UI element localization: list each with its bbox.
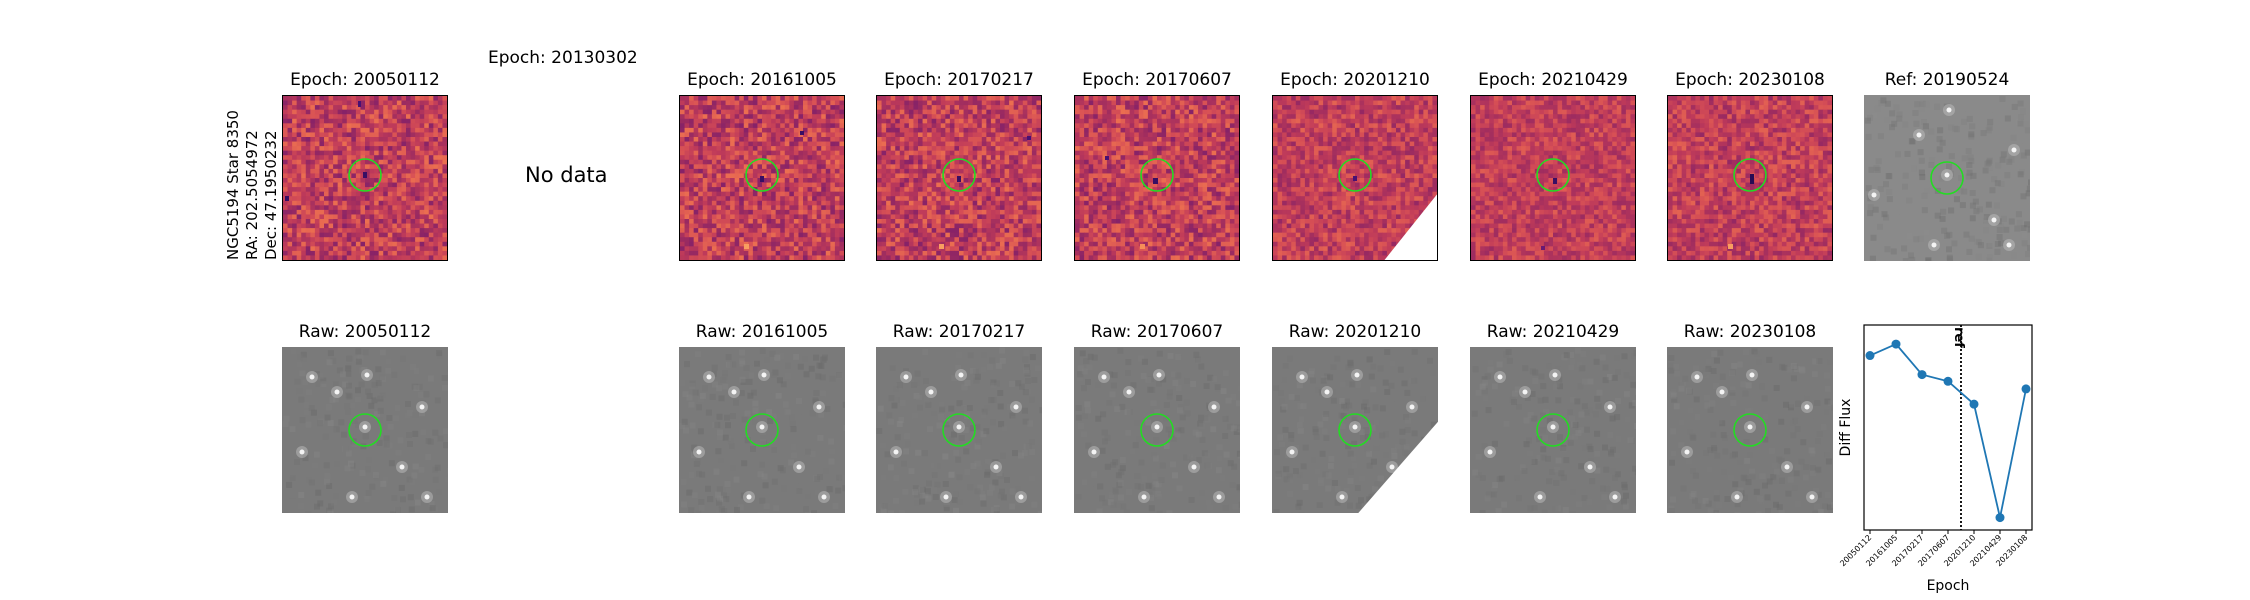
diff-title-e3: Epoch: 20170217 — [884, 70, 1034, 90]
raw-image-20170217 — [876, 347, 1042, 513]
lc-xlabel: Epoch — [1927, 578, 1970, 594]
diff-image-20201210 — [1272, 95, 1438, 261]
diff-title-e6: Epoch: 20210429 — [1478, 70, 1628, 90]
no-data-text: No data — [525, 163, 608, 187]
raw-image-20201210 — [1272, 347, 1438, 513]
diff-image-20170217 — [876, 95, 1042, 261]
lc-point — [2021, 384, 2031, 394]
raw-title-e5: Raw: 20201210 — [1288, 322, 1422, 342]
diff-title-e7: Epoch: 20230108 — [1675, 70, 1825, 90]
lc-series-line — [1869, 342, 2027, 518]
raw-title-e6: Raw: 20210429 — [1486, 322, 1620, 342]
raw-image-20161005 — [679, 347, 845, 513]
nodata-epoch-title: Epoch: 20130302 — [488, 48, 638, 68]
raw-image-20210429 — [1470, 347, 1636, 513]
diff-title-e2: Epoch: 20161005 — [687, 70, 837, 90]
diff-image-20230108 — [1667, 95, 1833, 261]
lc-point — [1995, 513, 2005, 523]
raw-title-e4: Raw: 20170607 — [1090, 322, 1224, 342]
raw-image-20050112 — [282, 347, 448, 513]
raw-image-20230108 — [1667, 347, 1833, 513]
lc-point — [1865, 351, 1875, 361]
diff-title-e1: Epoch: 20050112 — [290, 70, 440, 90]
diff-title-e5: Epoch: 20201210 — [1280, 70, 1430, 90]
raw-title-e7: Raw: 20230108 — [1683, 322, 1817, 342]
diff-image-20170607 — [1074, 95, 1240, 261]
raw-image-20170607 — [1074, 347, 1240, 513]
lc-point — [1943, 376, 1953, 386]
lc-point — [1891, 339, 1901, 349]
ref-label: ref — [1951, 327, 1966, 348]
lc-ylabel: Diff Flux — [1838, 399, 1854, 457]
raw-title-e3: Raw: 20170217 — [892, 322, 1026, 342]
diff-image-20050112 — [282, 95, 448, 261]
diff-title-e4: Epoch: 20170607 — [1082, 70, 1232, 90]
raw-title-e2: Raw: 20161005 — [695, 322, 829, 342]
ref-image — [1864, 95, 2030, 261]
lc-point — [1917, 370, 1927, 380]
lc-frame — [1863, 324, 2033, 531]
raw-title-e1: Raw: 20050112 — [298, 322, 432, 342]
ref-title: Ref: 20190524 — [1884, 70, 2010, 90]
lc-point — [1969, 399, 1979, 409]
diff-image-20161005 — [679, 95, 845, 261]
diff-image-20210429 — [1470, 95, 1636, 261]
